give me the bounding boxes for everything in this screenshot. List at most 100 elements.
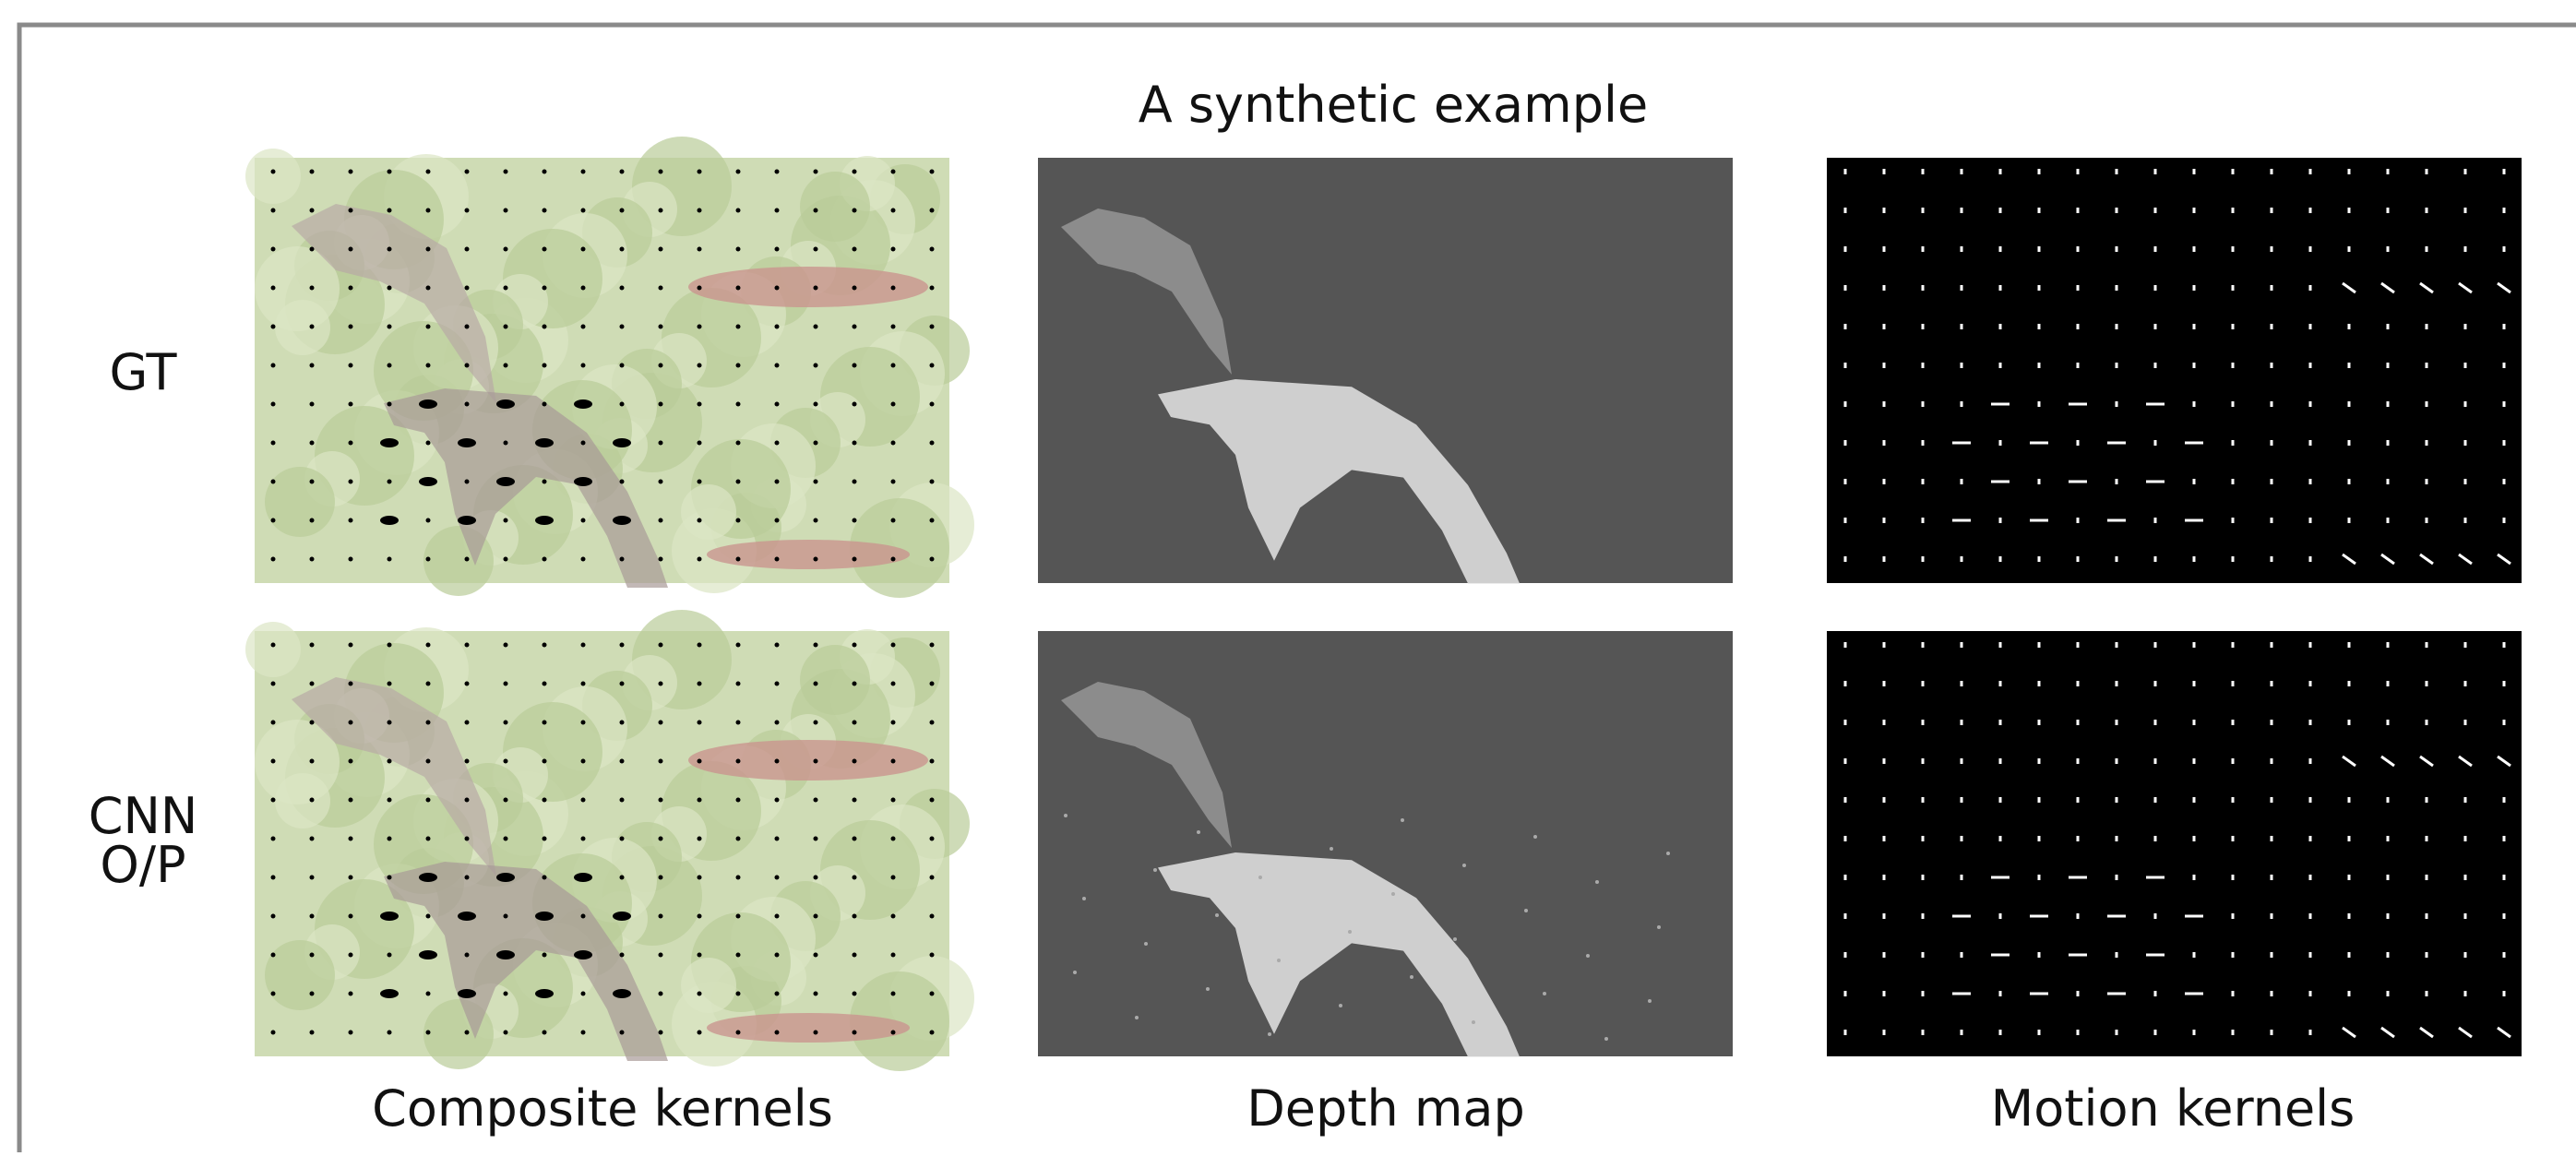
kernel bbox=[504, 759, 508, 764]
kernel bbox=[543, 876, 547, 880]
kernel bbox=[698, 170, 702, 174]
kernel bbox=[310, 402, 315, 407]
kernel bbox=[930, 798, 935, 803]
kernel bbox=[775, 363, 780, 368]
kernel bbox=[543, 480, 547, 484]
kernel bbox=[930, 247, 935, 252]
kernel bbox=[465, 1031, 470, 1035]
kernel bbox=[698, 209, 702, 213]
noise bbox=[1064, 814, 1067, 817]
image-background bbox=[1827, 631, 2522, 1056]
kernel bbox=[736, 402, 741, 407]
kernel bbox=[271, 286, 276, 291]
kernel bbox=[853, 914, 857, 919]
kernel bbox=[736, 1031, 741, 1035]
noise bbox=[1657, 925, 1661, 929]
kernel bbox=[388, 1031, 392, 1035]
kernel bbox=[853, 557, 857, 562]
kernel bbox=[310, 682, 315, 686]
kernel bbox=[814, 247, 818, 252]
kernel bbox=[271, 247, 276, 252]
kernel bbox=[853, 286, 857, 291]
kernel bbox=[310, 1031, 315, 1035]
kernel bbox=[543, 953, 547, 958]
kernel bbox=[581, 798, 586, 803]
kernel bbox=[775, 914, 780, 919]
kernel bbox=[891, 798, 896, 803]
kernel bbox=[853, 953, 857, 958]
kernel bbox=[388, 759, 392, 764]
kernel bbox=[271, 480, 276, 484]
kernel bbox=[853, 876, 857, 880]
kernel bbox=[891, 876, 896, 880]
kernel bbox=[388, 798, 392, 803]
kernel bbox=[458, 438, 476, 447]
kernel bbox=[349, 992, 353, 996]
kernel bbox=[698, 286, 702, 291]
noise bbox=[1401, 818, 1404, 822]
kernel bbox=[814, 557, 818, 562]
kernel bbox=[426, 798, 431, 803]
kernel bbox=[620, 402, 625, 407]
kernel bbox=[388, 247, 392, 252]
kernel bbox=[504, 1031, 508, 1035]
kernel bbox=[620, 876, 625, 880]
kernel bbox=[659, 682, 663, 686]
kernel bbox=[465, 953, 470, 958]
kernel bbox=[504, 682, 508, 686]
kernel bbox=[426, 441, 431, 446]
kernel bbox=[465, 325, 470, 329]
foliage bbox=[265, 940, 335, 1010]
kernel bbox=[496, 399, 515, 409]
kernel bbox=[504, 518, 508, 523]
kernel bbox=[853, 837, 857, 841]
kernel bbox=[736, 876, 741, 880]
kernel bbox=[271, 209, 276, 213]
kernel bbox=[891, 557, 896, 562]
kernel bbox=[310, 480, 315, 484]
kernel bbox=[620, 325, 625, 329]
kernel bbox=[349, 363, 353, 368]
kernel bbox=[535, 989, 554, 998]
kernel bbox=[814, 441, 818, 446]
kernel bbox=[814, 992, 818, 996]
kernel bbox=[775, 682, 780, 686]
kernel bbox=[271, 363, 276, 368]
kernel bbox=[659, 286, 663, 291]
kernel bbox=[581, 682, 586, 686]
kernel bbox=[930, 837, 935, 841]
kernel bbox=[853, 759, 857, 764]
kernel bbox=[736, 643, 741, 648]
kernel bbox=[620, 837, 625, 841]
kernel bbox=[891, 480, 896, 484]
kernel bbox=[419, 399, 437, 409]
kernel bbox=[271, 1031, 276, 1035]
kernel bbox=[504, 837, 508, 841]
kernel bbox=[814, 643, 818, 648]
kernel bbox=[775, 721, 780, 725]
kernel bbox=[814, 325, 818, 329]
kernel bbox=[775, 557, 780, 562]
kernel bbox=[891, 247, 896, 252]
kernel bbox=[310, 286, 315, 291]
kernel bbox=[581, 992, 586, 996]
kernel bbox=[775, 441, 780, 446]
kernel bbox=[426, 209, 431, 213]
kernel bbox=[458, 516, 476, 525]
kernel bbox=[465, 682, 470, 686]
kernel bbox=[388, 363, 392, 368]
kernel bbox=[775, 798, 780, 803]
kernel bbox=[930, 759, 935, 764]
column-label: Motion kernels bbox=[1991, 1079, 2355, 1138]
kernel bbox=[426, 363, 431, 368]
kernel bbox=[775, 286, 780, 291]
kernel bbox=[581, 325, 586, 329]
kernel bbox=[543, 1031, 547, 1035]
noise bbox=[1453, 937, 1457, 941]
noise bbox=[1524, 909, 1528, 912]
kernel bbox=[775, 170, 780, 174]
kernel bbox=[388, 402, 392, 407]
kernel bbox=[736, 518, 741, 523]
kernel bbox=[620, 363, 625, 368]
row-label: O/P bbox=[100, 836, 185, 894]
